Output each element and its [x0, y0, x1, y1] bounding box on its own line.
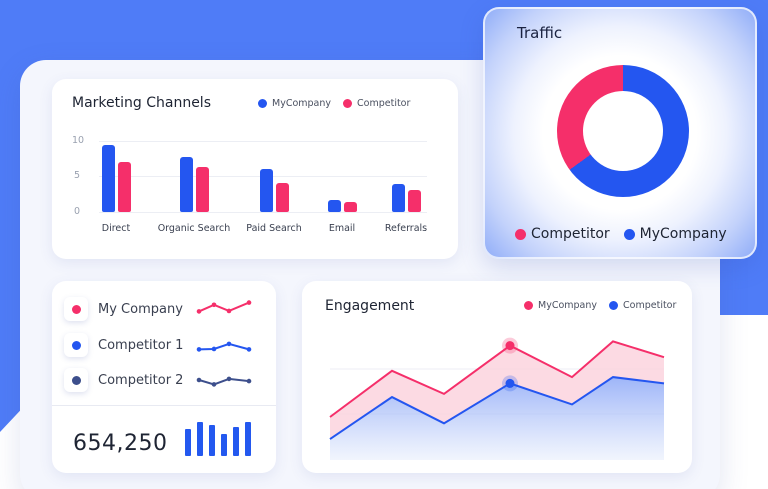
legend-label: MyCompany [639, 226, 727, 242]
legend-dot-icon [258, 99, 267, 108]
legend-dot-icon [343, 99, 353, 108]
divider [52, 405, 276, 406]
sparkline [198, 377, 250, 386]
engagement-area-chart[interactable] [302, 281, 692, 473]
y-tick-0: 0 [74, 206, 81, 217]
company-row-competitor-1[interactable]: Competitor 1 [64, 333, 183, 357]
marketing-legend: MyCompany Competitor [258, 98, 410, 109]
legend-item-competitor[interactable]: Competitor [343, 98, 410, 109]
sparkline-point [211, 382, 217, 387]
company-name: Competitor 2 [98, 372, 184, 388]
engagement-card: Engagement MyCompany Competitor [302, 281, 692, 473]
y-tick-10: 10 [72, 135, 85, 146]
mini-bar [197, 422, 203, 456]
legend-label: MyCompany [272, 98, 332, 109]
traffic-legend: Competitor MyCompany [515, 226, 727, 242]
x-axis-label: Email [328, 223, 356, 234]
bar-competitor[interactable] [118, 162, 131, 212]
traffic-card: Traffic Competitor MyCompany [483, 7, 757, 259]
legend-dot-icon [515, 228, 526, 240]
gridline [99, 212, 427, 213]
sparkline-point [246, 300, 252, 305]
legend-item-competitor[interactable]: Competitor [609, 300, 676, 311]
total-value: 654,250 [73, 431, 168, 456]
companies-card: My Company Competitor 1 Competitor 2 654… [52, 281, 276, 473]
legend-dot-icon [609, 301, 619, 310]
legend-item-mycompany[interactable]: MyCompany [524, 300, 597, 311]
bar-competitor[interactable] [344, 202, 357, 212]
company-dot-icon [71, 375, 81, 385]
mini-bar-chart [185, 420, 255, 456]
mini-bar [221, 434, 227, 456]
bar-competitor[interactable] [276, 182, 289, 212]
sparkline-point [211, 302, 217, 308]
company-name: Competitor 1 [98, 337, 184, 353]
sparkline-point [196, 347, 202, 352]
bar-competitor[interactable] [196, 166, 209, 212]
sparkline-point [246, 378, 252, 384]
marketing-channels-card: Marketing Channels MyCompany Competitor … [52, 79, 458, 259]
company-name: My Company [98, 301, 183, 317]
company-row-my-company[interactable]: My Company [64, 297, 183, 321]
bar-mycompany[interactable] [392, 183, 405, 212]
sparkline [198, 301, 250, 313]
sparklines [196, 300, 252, 387]
bar-competitor[interactable] [408, 189, 421, 212]
legend-dot-icon [524, 301, 533, 310]
sparkline-point [211, 346, 217, 352]
competitor-area [330, 377, 664, 460]
bar-mycompany[interactable] [180, 156, 193, 212]
sparkline [198, 342, 250, 351]
legend-dot-icon [623, 228, 635, 240]
gridline [99, 141, 427, 142]
highlight-point[interactable] [505, 378, 515, 388]
legend-label: MyCompany [538, 300, 598, 311]
sparkline-point [226, 308, 232, 314]
legend-label: Competitor [623, 300, 677, 311]
legend-item-mycompany[interactable]: MyCompany [258, 98, 331, 109]
y-tick-5: 5 [74, 170, 81, 181]
sparkline-point [196, 377, 202, 383]
x-axis-label: Organic Search [157, 223, 231, 234]
bar-mycompany[interactable] [260, 169, 273, 212]
x-axis-label: Paid Search [246, 223, 302, 234]
mini-bar [209, 425, 215, 456]
bar-mycompany[interactable] [328, 199, 341, 212]
mini-bar [245, 422, 251, 456]
highlight-point[interactable] [505, 341, 515, 351]
marketing-channels-title: Marketing Channels [72, 95, 211, 111]
legend-item-mycompany[interactable]: MyCompany [623, 226, 727, 242]
company-badge [64, 368, 88, 392]
bar-mycompany[interactable] [102, 145, 115, 212]
x-axis-label: Referrals [384, 223, 428, 234]
company-dot-icon [71, 304, 81, 314]
company-badge [64, 297, 88, 321]
legend-label: Competitor [531, 226, 610, 242]
sparkline-point [246, 347, 252, 352]
sparkline-point [196, 309, 202, 314]
company-badge [64, 333, 88, 357]
donut-hole [583, 91, 663, 171]
company-dot-icon [71, 340, 81, 350]
sparkline-point [226, 341, 232, 347]
engagement-legend: MyCompany Competitor [524, 300, 676, 311]
legend-label: Competitor [357, 98, 411, 109]
mini-bar [233, 426, 239, 456]
traffic-title: Traffic [517, 24, 563, 42]
company-row-competitor-2[interactable]: Competitor 2 [64, 368, 183, 392]
legend-item-competitor[interactable]: Competitor [515, 226, 610, 242]
engagement-title: Engagement [325, 298, 415, 314]
mini-bar [185, 429, 191, 456]
sparkline-point [226, 376, 232, 382]
x-axis-label: Direct [101, 223, 131, 234]
traffic-donut-chart[interactable] [557, 65, 689, 197]
